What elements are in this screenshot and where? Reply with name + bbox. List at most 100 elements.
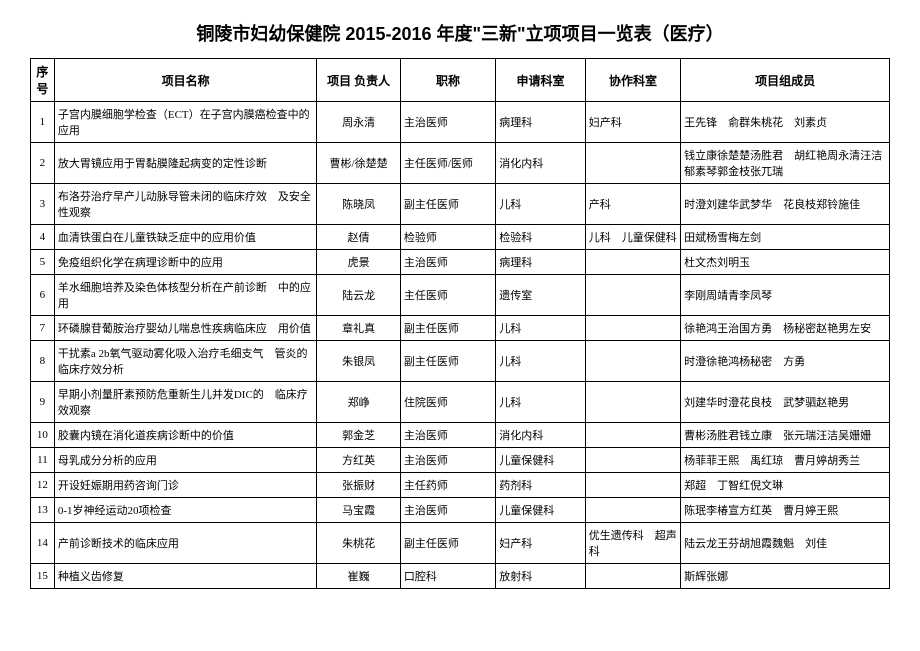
cell-name: 放大胃镜应用于胃黏膜隆起病变的定性诊断 — [54, 143, 316, 184]
cell-dept: 儿科 — [496, 316, 585, 341]
cell-leader: 赵倩 — [317, 225, 401, 250]
cell-coop — [585, 250, 680, 275]
cell-coop — [585, 341, 680, 382]
cell-position: 主治医师 — [400, 423, 495, 448]
cell-seq: 3 — [31, 184, 55, 225]
cell-coop: 儿科 儿童保健科 — [585, 225, 680, 250]
cell-name: 环磷腺苷葡胺治疗婴幼儿喘息性疾病临床应 用价值 — [54, 316, 316, 341]
cell-coop — [585, 564, 680, 589]
cell-dept: 病理科 — [496, 102, 585, 143]
cell-seq: 8 — [31, 341, 55, 382]
cell-dept: 病理科 — [496, 250, 585, 275]
table-row: 4血清铁蛋白在儿童铁缺乏症中的应用价值赵倩检验师检验科儿科 儿童保健科田斌杨雪梅… — [31, 225, 890, 250]
table-row: 7环磷腺苷葡胺治疗婴幼儿喘息性疾病临床应 用价值章礼真副主任医师儿科徐艳鸿王治国… — [31, 316, 890, 341]
table-row: 10胶囊内镜在消化道疾病诊断中的价值郭金芝主治医师消化内科曹彬汤胜君钱立康 张元… — [31, 423, 890, 448]
cell-members: 李刚周靖青李凤琴 — [681, 275, 890, 316]
cell-seq: 4 — [31, 225, 55, 250]
cell-position: 副主任医师 — [400, 523, 495, 564]
cell-members: 时澄徐艳鸿杨秘密 方勇 — [681, 341, 890, 382]
cell-name: 母乳成分分析的应用 — [54, 448, 316, 473]
cell-name: 早期小剂量肝素预防危重新生儿并发DIC的 临床疗效观察 — [54, 382, 316, 423]
cell-members: 钱立康徐楚楚汤胜君 胡红艳周永清汪洁 郁素琴郭金枝张兀瑞 — [681, 143, 890, 184]
cell-leader: 张振财 — [317, 473, 401, 498]
header-coop: 协作科室 — [585, 59, 680, 102]
cell-seq: 7 — [31, 316, 55, 341]
cell-dept: 消化内科 — [496, 143, 585, 184]
cell-position: 主治医师 — [400, 498, 495, 523]
cell-coop — [585, 448, 680, 473]
cell-name: 布洛芬治疗早产儿动脉导管未闭的临床疗效 及安全性观察 — [54, 184, 316, 225]
cell-members: 曹彬汤胜君钱立康 张元瑞汪洁吴姗姗 — [681, 423, 890, 448]
cell-members: 陆云龙王芬胡旭霞魏魁 刘佳 — [681, 523, 890, 564]
cell-seq: 13 — [31, 498, 55, 523]
cell-position: 主治医师 — [400, 250, 495, 275]
cell-dept: 儿科 — [496, 184, 585, 225]
table-row: 14产前诊断技术的临床应用朱桃花副主任医师妇产科优生遗传科 超声科陆云龙王芬胡旭… — [31, 523, 890, 564]
cell-members: 杜文杰刘明玉 — [681, 250, 890, 275]
cell-leader: 虎景 — [317, 250, 401, 275]
table-row: 5免疫组织化学在病理诊断中的应用虎景主治医师病理科 杜文杰刘明玉 — [31, 250, 890, 275]
cell-seq: 14 — [31, 523, 55, 564]
cell-coop: 优生遗传科 超声科 — [585, 523, 680, 564]
cell-leader: 曹彬/徐楚楚 — [317, 143, 401, 184]
cell-name: 子宫内膜细胞学检查（ECT）在子宫内膜癌检查中的应用 — [54, 102, 316, 143]
cell-coop — [585, 382, 680, 423]
cell-leader: 朱银凤 — [317, 341, 401, 382]
cell-leader: 郭金芝 — [317, 423, 401, 448]
cell-name: 干扰素a 2b氧气驱动雾化吸入治疗毛细支气 管炎的临床疗效分析 — [54, 341, 316, 382]
table-row: 3布洛芬治疗早产儿动脉导管未闭的临床疗效 及安全性观察陈晓凤副主任医师儿科产科时… — [31, 184, 890, 225]
cell-name: 免疫组织化学在病理诊断中的应用 — [54, 250, 316, 275]
cell-seq: 2 — [31, 143, 55, 184]
cell-seq: 1 — [31, 102, 55, 143]
cell-name: 0-1岁神经运动20项检查 — [54, 498, 316, 523]
cell-members: 田斌杨雪梅左剑 — [681, 225, 890, 250]
cell-coop: 妇产科 — [585, 102, 680, 143]
cell-members: 王先锋 俞群朱桃花 刘素贞 — [681, 102, 890, 143]
table-row: 11母乳成分分析的应用方红英主治医师儿童保健科杨菲菲王熙 禹红琼 曹月婷胡秀兰 — [31, 448, 890, 473]
cell-name: 血清铁蛋白在儿童铁缺乏症中的应用价值 — [54, 225, 316, 250]
cell-dept: 消化内科 — [496, 423, 585, 448]
cell-members: 郑超 丁智红倪文琳 — [681, 473, 890, 498]
cell-leader: 周永清 — [317, 102, 401, 143]
cell-dept: 儿童保健科 — [496, 498, 585, 523]
cell-seq: 11 — [31, 448, 55, 473]
cell-dept: 遗传室 — [496, 275, 585, 316]
cell-position: 副主任医师 — [400, 316, 495, 341]
table-row: 15种植义齿修复崔巍口腔科放射科斯辉张娜 — [31, 564, 890, 589]
header-members: 项目组成员 — [681, 59, 890, 102]
cell-members: 陈珉李椿宣方红英 曹月婷王熙 — [681, 498, 890, 523]
cell-coop: 产科 — [585, 184, 680, 225]
cell-seq: 6 — [31, 275, 55, 316]
projects-table: 序号 项目名称 项目 负责人 职称 申请科室 协作科室 项目组成员 1子宫内膜细… — [30, 58, 890, 589]
cell-members: 斯辉张娜 — [681, 564, 890, 589]
cell-name: 胶囊内镜在消化道疾病诊断中的价值 — [54, 423, 316, 448]
cell-position: 口腔科 — [400, 564, 495, 589]
cell-coop — [585, 423, 680, 448]
cell-seq: 9 — [31, 382, 55, 423]
cell-position: 主治医师 — [400, 448, 495, 473]
cell-members: 时澄刘建华武梦华 花良枝郑铃施佳 — [681, 184, 890, 225]
cell-leader: 崔巍 — [317, 564, 401, 589]
cell-name: 种植义齿修复 — [54, 564, 316, 589]
header-leader: 项目 负责人 — [317, 59, 401, 102]
cell-leader: 陈晓凤 — [317, 184, 401, 225]
cell-members: 杨菲菲王熙 禹红琼 曹月婷胡秀兰 — [681, 448, 890, 473]
cell-leader: 马宝霞 — [317, 498, 401, 523]
header-position: 职称 — [400, 59, 495, 102]
cell-dept: 妇产科 — [496, 523, 585, 564]
cell-members: 刘建华时澄花良枝 武梦驷赵艳男 — [681, 382, 890, 423]
table-row: 12开设妊娠期用药咨询门诊张振财主任药师药剂科郑超 丁智红倪文琳 — [31, 473, 890, 498]
cell-dept: 儿科 — [496, 341, 585, 382]
cell-name: 羊水细胞培养及染色体核型分析在产前诊断 中的应用 — [54, 275, 316, 316]
cell-seq: 5 — [31, 250, 55, 275]
cell-position: 检验师 — [400, 225, 495, 250]
cell-name: 开设妊娠期用药咨询门诊 — [54, 473, 316, 498]
cell-name: 产前诊断技术的临床应用 — [54, 523, 316, 564]
cell-dept: 儿童保健科 — [496, 448, 585, 473]
table-row: 2放大胃镜应用于胃黏膜隆起病变的定性诊断曹彬/徐楚楚主任医师/医师消化内科钱立康… — [31, 143, 890, 184]
cell-coop — [585, 316, 680, 341]
table-row: 6羊水细胞培养及染色体核型分析在产前诊断 中的应用陆云龙主任医师遗传室李刚周靖青… — [31, 275, 890, 316]
cell-dept: 儿科 — [496, 382, 585, 423]
cell-dept: 放射科 — [496, 564, 585, 589]
cell-leader: 章礼真 — [317, 316, 401, 341]
